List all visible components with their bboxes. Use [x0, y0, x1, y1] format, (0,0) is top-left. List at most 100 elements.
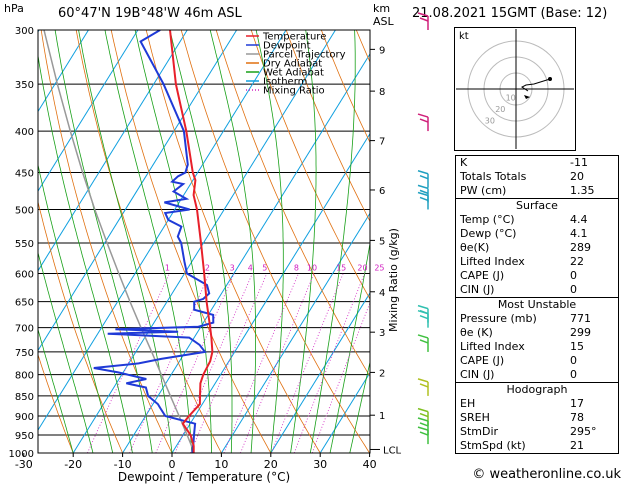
stat-value: 0	[570, 283, 577, 296]
stat-row: K -11	[456, 156, 618, 170]
pressure-tick-label: 800	[15, 371, 34, 382]
stat-label: CAPE (J)	[460, 354, 505, 367]
pressure-tick-label: 1000	[9, 449, 34, 460]
stat-row: θe(K) 289	[456, 241, 618, 255]
wind-barb-flag	[417, 334, 429, 339]
hodograph-title: Hodograph	[506, 383, 568, 396]
stat-value: 21	[570, 439, 584, 452]
dry-adiabat-line	[75, 30, 222, 453]
stat-row: Temp (°C) 4.4	[456, 213, 618, 227]
legend-label: Parcel Trajectory	[263, 50, 346, 61]
wind-barb-flag	[417, 170, 429, 175]
wet-adiabat-line	[38, 328, 74, 453]
wind-barb-flag	[417, 191, 429, 197]
wet-adiabat-line	[255, 30, 284, 453]
x-tick-label: 0	[169, 458, 176, 471]
wet-adiabat-line	[209, 30, 257, 453]
stat-label: CIN (J)	[460, 368, 495, 381]
stat-row: Pressure (mb) 771	[456, 312, 618, 326]
stat-row: Lifted Index 22	[456, 255, 618, 269]
stat-row: StmSpd (kt) 21	[456, 439, 618, 453]
stat-label: PW (cm)	[460, 184, 507, 197]
pressure-tick-label: 600	[15, 270, 34, 281]
stat-label: StmSpd (kt)	[460, 439, 526, 452]
stats-panel: K -11 Totals Totals 20 PW (cm) 1.35 Surface T…	[455, 155, 619, 454]
km-tick-label: 4	[379, 288, 385, 299]
surface-box: Surface Temp (°C) 4.4 Dewp (°C) 4.1 θe(K) 289…	[455, 198, 619, 297]
mixing-ratio-axis-label: Mixing Ratio (g/kg)	[387, 228, 400, 332]
hodograph-end-point	[548, 77, 552, 81]
pressure-tick-label: 500	[15, 205, 34, 216]
wet-adiabat-line	[38, 53, 133, 453]
stat-value: -11	[570, 156, 588, 169]
hodograph-ring-label: 30	[485, 117, 495, 126]
wet-adiabat-line	[38, 251, 94, 453]
wind-barb-flag	[417, 309, 429, 315]
indices-box: K -11 Totals Totals 20 PW (cm) 1.35	[455, 155, 619, 198]
x-axis-label: Dewpoint / Temperature (°C)	[118, 470, 290, 484]
stat-value: 20	[570, 170, 584, 183]
km-unit-label: km	[373, 2, 391, 15]
mixing-ratio-label: 1	[165, 264, 170, 273]
dewpoint-line	[93, 30, 215, 453]
stat-label: Pressure (mb)	[460, 312, 537, 325]
hodograph-stats-box: Hodograph EH 17 SREH 78 StmDir 295° StmSpd (kt…	[455, 382, 619, 454]
km-tick-label: 8	[379, 87, 385, 98]
km-tick-label: 5	[379, 236, 385, 247]
dry-adiabat-line	[180, 30, 370, 453]
stat-value: 299	[570, 326, 591, 339]
x-tick-label: -20	[64, 458, 82, 471]
x-tick-label: -30	[15, 458, 33, 471]
mixing-ratio-label: 2	[205, 264, 210, 273]
wind-barb-flag	[417, 304, 429, 310]
pressure-tick-label: 900	[15, 412, 34, 423]
km-tick-label: 6	[379, 186, 385, 197]
mixing-ratio-label: 25	[374, 264, 384, 273]
dry-adiabat-line	[250, 30, 370, 300]
pressure-tick-label: 950	[15, 431, 34, 442]
stat-row: θe (K) 299	[456, 326, 618, 340]
km-tick-label: 1	[379, 411, 385, 422]
storm-motion-marker	[524, 95, 530, 99]
wind-barb-flag	[419, 339, 429, 344]
plot-frame	[37, 29, 371, 454]
isotherm-line	[122, 53, 370, 453]
pressure-tick-label: 750	[15, 348, 34, 359]
stat-value: 0	[570, 269, 577, 282]
wind-barb-flag	[417, 426, 429, 431]
hodograph-trace	[521, 78, 551, 92]
stat-row: EH 17	[456, 397, 618, 411]
mixing-ratio-label: 8	[294, 264, 299, 273]
wind-barb-flag	[419, 189, 429, 195]
wet-adiabat-line	[38, 163, 114, 453]
stat-value: 295°	[570, 425, 597, 438]
pressure-tick-label: 550	[15, 239, 34, 250]
stat-label: Temp (°C)	[460, 213, 515, 226]
wet-adiabat-line	[309, 30, 356, 453]
stat-label: θe (K)	[460, 326, 493, 339]
stat-value: 771	[570, 312, 591, 325]
asl-unit-label: ASL	[373, 15, 394, 28]
left-unit-label: hPa	[4, 2, 24, 15]
x-tick-label: 30	[313, 458, 327, 471]
stat-row: Lifted Index 15	[456, 340, 618, 354]
mixing-ratio-label: 10	[307, 264, 317, 273]
wind-barb-flag	[419, 17, 429, 22]
stat-row: CAPE (J) 0	[456, 354, 618, 368]
pressure-tick-label: 700	[15, 324, 34, 335]
isotherm-line	[38, 30, 139, 193]
isotherm-line	[38, 30, 287, 432]
wind-barb-flag	[417, 113, 429, 118]
mixing-ratio-label: 15	[336, 264, 346, 273]
legend-label: Wet Adiabat	[263, 68, 324, 79]
wind-barb-flag	[417, 378, 429, 383]
pressure-tick-label: 350	[15, 80, 34, 91]
stat-label: θe(K)	[460, 241, 490, 254]
hodograph-unit-label: kt	[459, 31, 469, 42]
mixing-ratio-label: 4	[248, 264, 253, 273]
mixing-ratio-line	[240, 273, 315, 453]
wind-barb-flag	[419, 412, 429, 418]
stat-label: Lifted Index	[460, 255, 525, 268]
